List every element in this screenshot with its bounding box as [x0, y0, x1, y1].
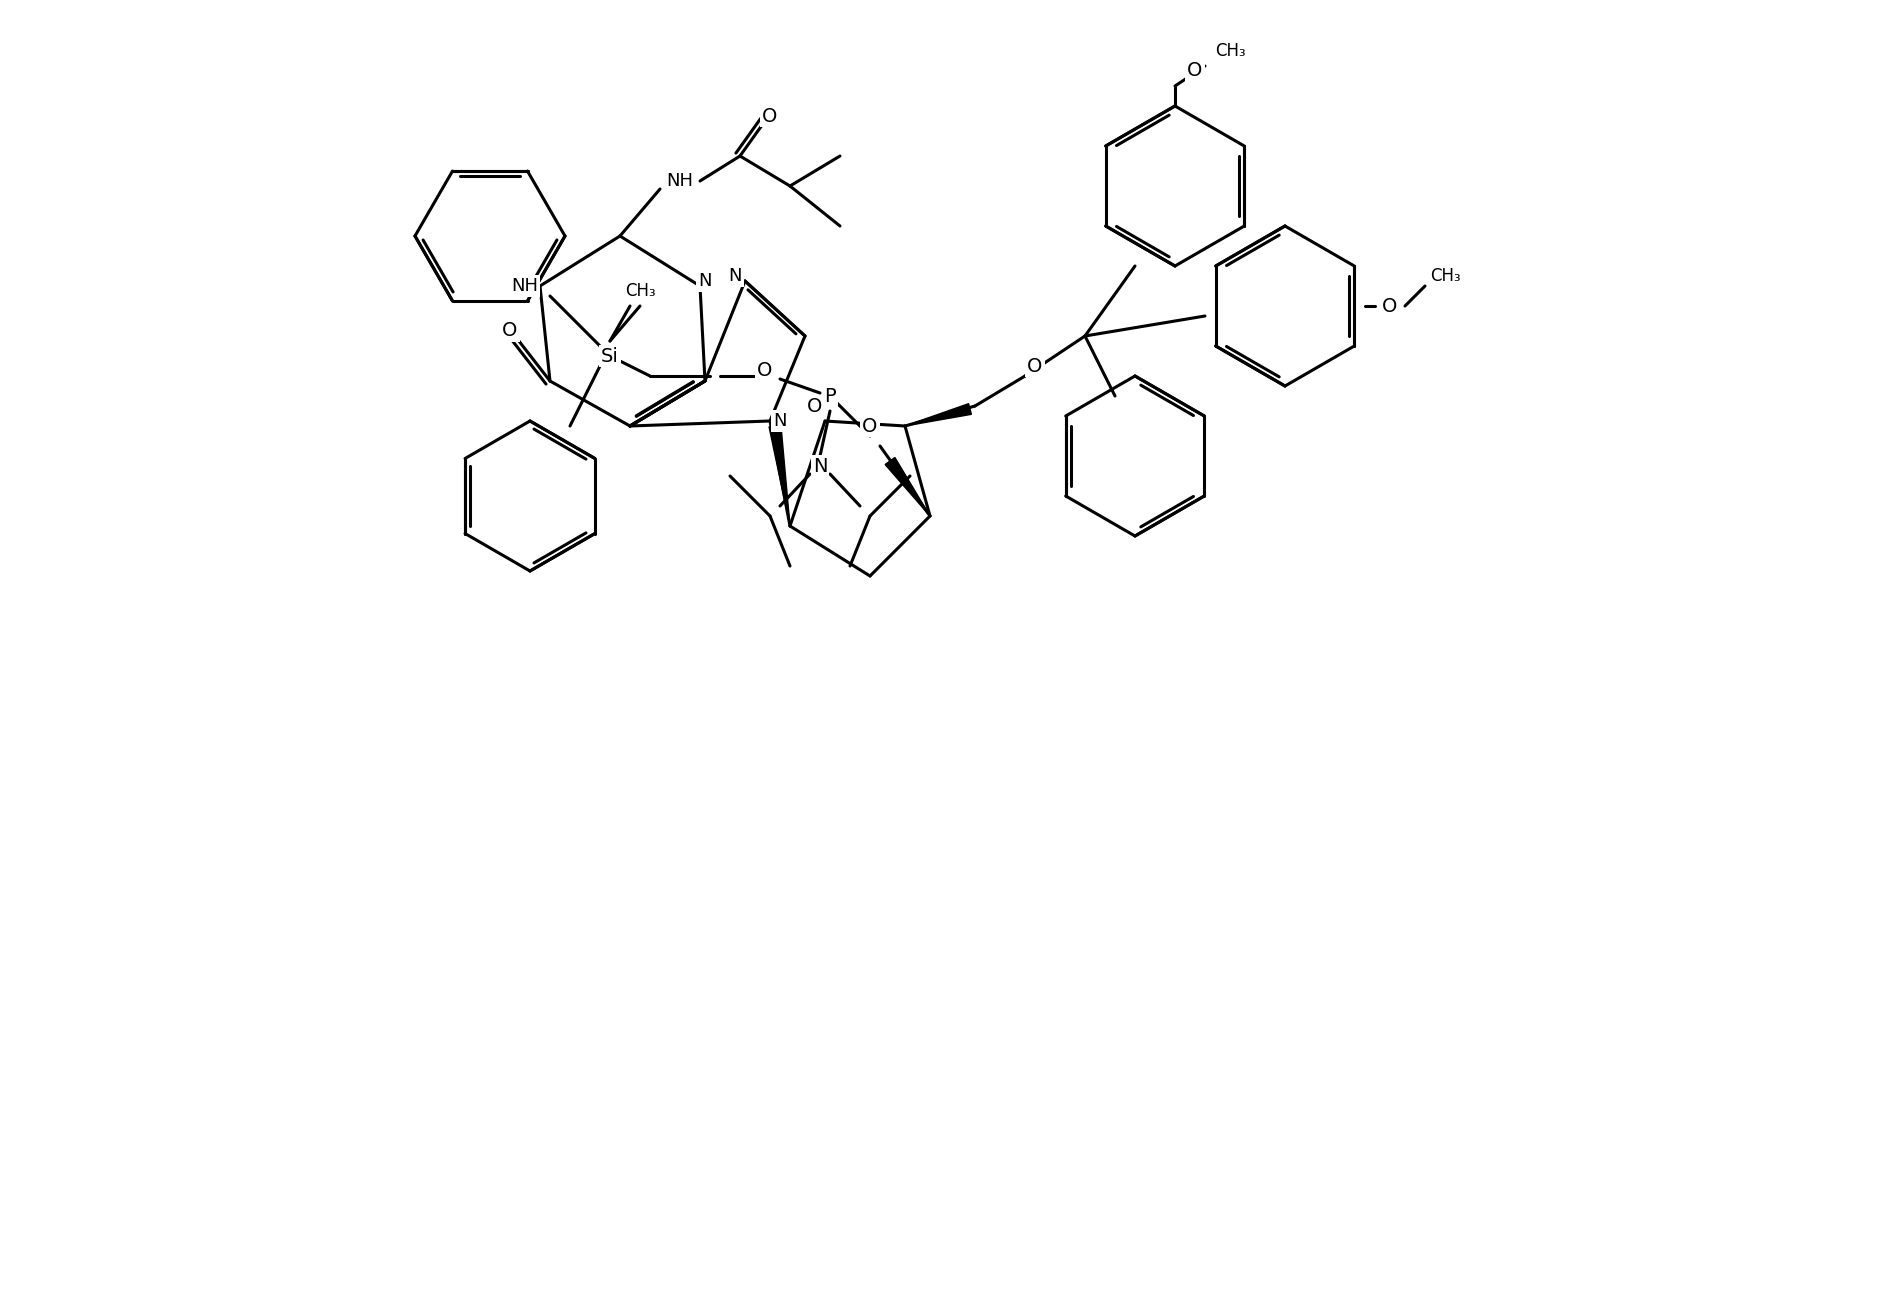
Text: O: O	[863, 416, 878, 435]
Text: O: O	[758, 362, 773, 381]
Text: O: O	[1026, 356, 1043, 376]
Text: O: O	[807, 397, 823, 416]
Text: N: N	[773, 412, 786, 430]
Text: CH₃: CH₃	[1429, 267, 1461, 285]
Text: CH₃: CH₃	[1214, 41, 1245, 60]
Text: NH: NH	[511, 277, 538, 295]
Text: O: O	[1382, 297, 1397, 315]
Text: O: O	[502, 321, 517, 341]
Text: CH₃: CH₃	[624, 283, 656, 299]
Text: O: O	[761, 106, 778, 126]
Polygon shape	[769, 425, 790, 526]
Text: N: N	[697, 272, 713, 290]
Text: O: O	[1188, 61, 1203, 80]
Polygon shape	[885, 457, 931, 516]
Text: N: N	[728, 267, 743, 285]
Text: Si: Si	[602, 346, 619, 365]
Text: P: P	[823, 386, 837, 406]
Polygon shape	[904, 403, 972, 426]
Text: N: N	[812, 456, 827, 476]
Text: NH: NH	[667, 172, 694, 191]
